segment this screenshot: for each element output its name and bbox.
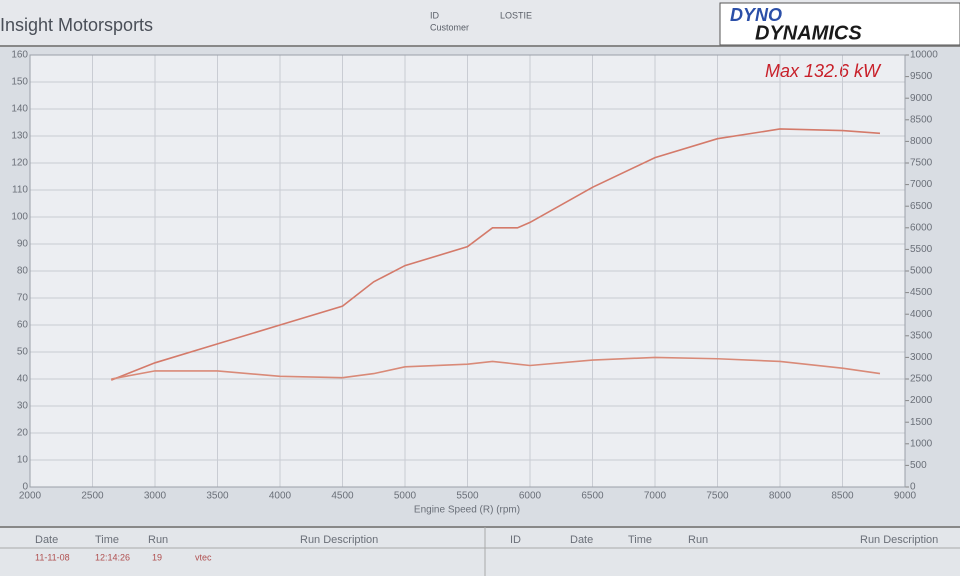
x-tick-label: 4500 [331,491,354,502]
y2-tick-label: 3000 [910,352,933,363]
x-tick-label: 8500 [831,491,854,502]
y-tick-label: 40 [17,374,29,385]
id-value: LOSTIE [500,10,532,20]
x-tick-label: 5000 [394,491,417,502]
y-tick-label: 50 [17,347,29,358]
y2-tick-label: 8500 [910,114,933,125]
y2-tick-label: 9500 [910,71,933,82]
y-tick-label: 90 [17,239,29,250]
y-tick-label: 70 [17,293,29,304]
x-tick-label: 3500 [206,491,229,502]
y-tick-label: 140 [11,104,28,115]
y2-tick-label: 3500 [910,330,933,341]
y2-tick-label: 10000 [910,50,938,61]
y-tick-label: 10 [17,455,29,466]
y2-tick-label: 2000 [910,395,933,406]
y-tick-label: 80 [17,266,29,277]
x-tick-label: 2000 [19,491,42,502]
y2-tick-label: 4500 [910,287,933,298]
annotation: Max 132.6 kW [765,61,882,81]
table-header: Time [95,534,119,546]
table-cell: 12:14:26 [95,552,130,562]
x-tick-label: 6500 [581,491,604,502]
y-tick-label: 0 [22,482,28,493]
y2-tick-label: 6000 [910,222,933,233]
y2-tick-label: 0 [910,482,916,493]
logo-bottom: DYNAMICS [755,22,862,44]
table [0,526,960,576]
x-axis-label: Engine Speed (R) (rpm) [414,505,520,516]
y2-tick-label: 6500 [910,201,933,212]
y2-tick-label: 8000 [910,136,933,147]
series-line [110,128,881,381]
id-label: ID [430,10,440,20]
x-tick-label: 8000 [769,491,792,502]
x-tick-label: 7500 [706,491,729,502]
x-tick-label: 5500 [456,491,479,502]
plot-frame [29,54,906,488]
y-tick-label: 20 [17,428,29,439]
y-tick-label: 160 [11,50,28,61]
x-tick-label: 4000 [269,491,292,502]
y-tick-label: 30 [17,401,29,412]
table-header: Run Description [860,534,938,546]
customer-label: Customer [430,22,469,32]
x-tick-label: 3000 [144,491,167,502]
y2-tick-label: 500 [910,460,927,471]
table-header: Run [688,534,708,546]
company: Insight Motorsports [0,15,153,35]
y2-tick-label: 7500 [910,158,933,169]
y-tick-label: 100 [11,212,28,223]
y2-tick-label: 1000 [910,438,933,449]
table-header: Run [148,534,168,546]
y2-tick-label: 4000 [910,309,933,320]
x-tick-label: 9000 [894,491,917,502]
table-header: Run Description [300,534,378,546]
table-header: Date [570,534,593,546]
table-header: ID [510,534,521,546]
table-header: Date [35,534,58,546]
y-tick-label: 150 [11,77,28,88]
y-tick-label: 130 [11,131,28,142]
x-tick-label: 2500 [81,491,104,502]
logo-box [719,2,960,46]
y2-tick-label: 9000 [910,93,933,104]
table-cell: vtec [195,552,212,562]
y-tick-label: 120 [11,158,28,169]
y2-tick-label: 2500 [910,374,933,385]
y2-tick-label: 1500 [910,417,933,428]
logo-top: DYNO [730,5,782,25]
y2-tick-label: 5500 [910,244,933,255]
table-cell: 11-11-08 [35,552,70,562]
y-tick-label: 110 [12,185,28,196]
y2-tick-label: 7000 [910,179,933,190]
y2-tick-label: 5000 [910,266,933,277]
x-tick-label: 7000 [644,491,667,502]
table-cell: 19 [152,552,162,562]
x-tick-label: 6000 [519,491,542,502]
y-tick-label: 60 [17,320,29,331]
series-line [111,356,881,380]
table-header: Time [628,534,652,546]
